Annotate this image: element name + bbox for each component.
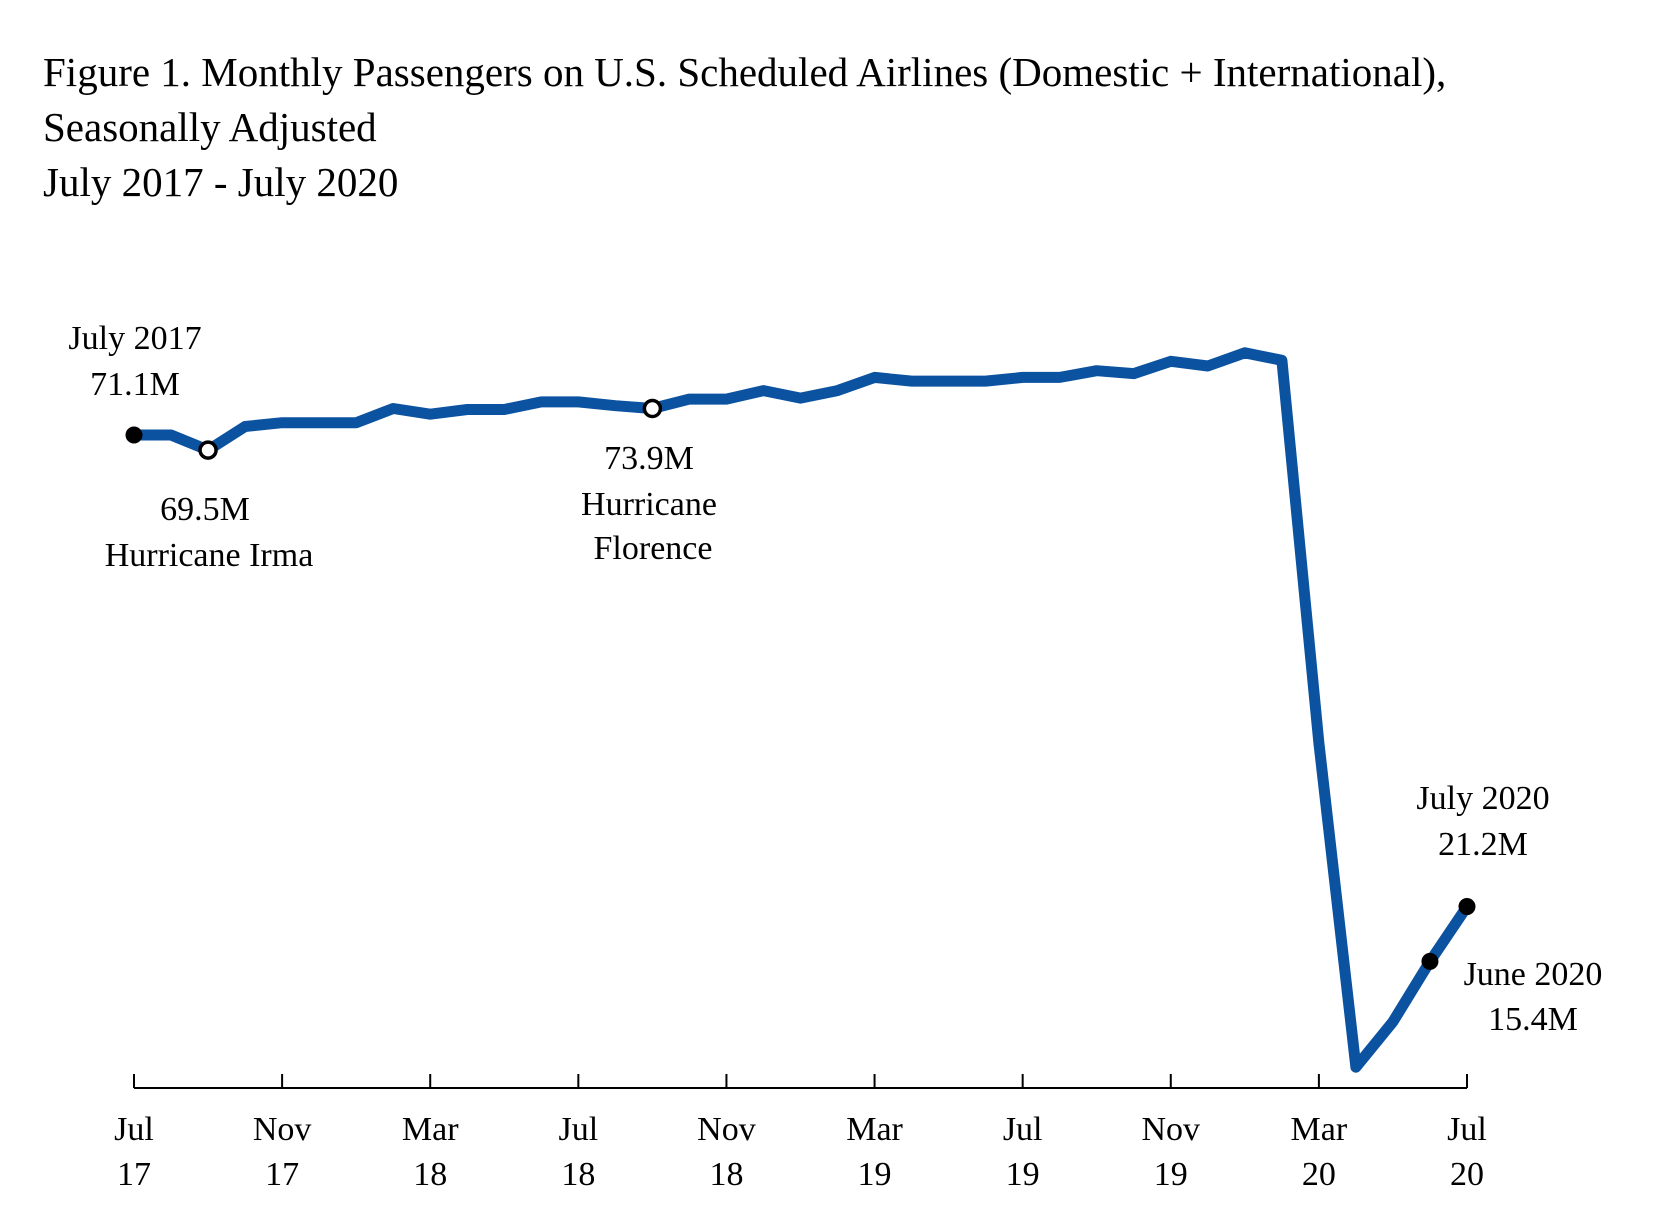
annotation-june-date: June 2020 [1464,956,1603,993]
x-tick-label-year: 17 [265,1156,299,1193]
annotation-irma-value: 69.5M [160,491,250,528]
x-tick-label-year: 17 [117,1156,151,1193]
x-tick-label-month: Jul [114,1111,154,1148]
x-tick-label-month: Nov [253,1111,312,1148]
series-line [134,347,1472,1073]
annotation-end-value: 21.2M [1438,826,1528,863]
annotation-start-date: July 2017 [68,320,201,357]
data-point-filled [125,426,143,444]
chart-title-line-1: Figure 1. Monthly Passengers on U.S. Sch… [43,49,1446,95]
data-point-filled [1458,898,1476,916]
annotation-end-date: July 2020 [1416,780,1549,817]
x-tick-label-month: Mar [402,1111,459,1148]
x-tick-label-year: 18 [561,1156,595,1193]
x-tick-label-year: 19 [858,1156,892,1193]
data-markers [125,398,1476,970]
x-tick-label-month: Jul [1003,1111,1043,1148]
x-tick-label-month: Mar [846,1111,903,1148]
x-tick-label-year: 18 [709,1156,743,1193]
x-tick-label-year: 19 [1154,1156,1188,1193]
x-tick-label-month: Mar [1291,1111,1348,1148]
x-axis: Jul 17 Nov 17 Mar 18 Jul 18 Nov 18 Mar 19 Jul 19 Nov 19… [114,1074,1487,1193]
data-point-filled [1421,952,1439,970]
annotation-florence-label-1: Hurricane [581,486,717,523]
annotation-florence-value: 73.9M [604,440,694,477]
x-tick-label-month: Jul [558,1111,598,1148]
x-tick-label-year: 19 [1006,1156,1040,1193]
x-tick-label-month: Nov [1141,1111,1200,1148]
chart-title-line-3: July 2017 - July 2020 [43,159,398,205]
x-tick-label-year: 18 [413,1156,447,1193]
data-point-open [642,398,663,419]
annotation-irma-label: Hurricane Irma [105,537,314,574]
x-tick-label-year: 20 [1302,1156,1336,1193]
annotation-june-value: 15.4M [1488,1001,1578,1038]
x-tick-label-year: 20 [1450,1156,1484,1193]
annotation-start-value: 71.1M [90,366,180,403]
x-tick-label-month: Nov [697,1111,756,1148]
chart-title-line-2: Seasonally Adjusted [43,104,377,150]
annotation-florence-label-2: Florence [594,530,713,567]
x-tick-label-month: Jul [1447,1111,1487,1148]
data-point-open [198,440,218,460]
